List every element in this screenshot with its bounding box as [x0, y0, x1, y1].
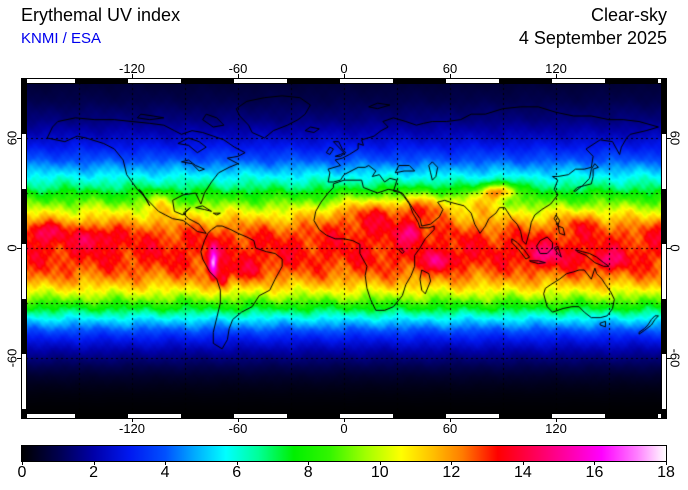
colorbar-tick-mark	[93, 461, 95, 465]
lon-tick-label-top: 0	[340, 61, 348, 76]
lon-tick-label-bottom: 120	[545, 421, 567, 436]
sky-condition-label: Clear-sky	[590, 5, 667, 25]
lon-tick-mark-top	[132, 74, 133, 78]
colorbar-tick-label: 12	[442, 464, 461, 481]
lon-tick-label-top: -120	[118, 61, 146, 76]
colorbar-tick-label: 0	[17, 464, 27, 481]
uv-world-map-canvas	[26, 83, 662, 413]
lat-tick-mark-right	[667, 248, 671, 249]
lon-tick-label-top: 60	[442, 61, 458, 76]
colorbar-tick-label: 6	[232, 464, 242, 481]
lon-tick-mark-bottom	[132, 418, 133, 422]
lat-tick-mark-right	[667, 138, 671, 139]
colorbar-tick-label: 10	[370, 464, 389, 481]
lon-tick-mark-bottom	[450, 418, 451, 422]
lon-tick-label-bottom: 0	[340, 421, 348, 436]
colorbar-tick-mark	[22, 461, 23, 465]
colorbar-tick-mark	[236, 461, 238, 465]
lon-tick-label-top: -60	[228, 61, 248, 76]
colorbar-tick-mark	[379, 461, 381, 465]
lon-tick-mark-bottom	[556, 418, 557, 422]
lat-tick-mark-left	[17, 358, 21, 359]
data-source-label: KNMI / ESA	[21, 30, 102, 47]
colorbar-tick-mark	[666, 461, 667, 465]
lat-tick-mark-right	[667, 358, 671, 359]
colorbar-tick-mark	[165, 461, 167, 465]
colorbar-tick-label: 16	[585, 464, 604, 481]
colorbar-tick-mark	[522, 461, 524, 465]
colorbar-tick-label: 8	[303, 464, 313, 481]
lat-tick-mark-left	[17, 248, 21, 249]
colorbar-tick-mark	[308, 461, 310, 465]
lat-tick-mark-left	[17, 138, 21, 139]
map-date-label: 4 September 2025	[518, 28, 667, 48]
map-frame-right	[661, 78, 667, 418]
lon-tick-mark-top	[556, 74, 557, 78]
colorbar-tick-label: 18	[657, 464, 675, 481]
lon-tick-mark-top	[450, 74, 451, 78]
map-frame-top	[21, 78, 667, 84]
lon-tick-label-bottom: -120	[118, 421, 146, 436]
colorbar-tick-mark	[594, 461, 596, 465]
lon-tick-label-top: 120	[545, 61, 567, 76]
colorbar-tick-mark	[451, 461, 453, 465]
colorbar-tick-label: 2	[89, 464, 98, 481]
page-title: Erythemal UV index	[21, 5, 181, 25]
lon-tick-mark-bottom	[238, 418, 239, 422]
colorbar-tick-label: 14	[513, 464, 532, 481]
colorbar-tick-label: 4	[160, 464, 170, 481]
uv-colorbar	[21, 445, 667, 462]
lon-tick-mark-top	[238, 74, 239, 78]
lon-tick-mark-top	[344, 74, 345, 78]
lon-tick-mark-bottom	[344, 418, 345, 422]
lon-tick-label-bottom: -60	[228, 421, 248, 436]
lon-tick-label-bottom: 60	[442, 421, 458, 436]
map-frame-left	[21, 78, 27, 418]
